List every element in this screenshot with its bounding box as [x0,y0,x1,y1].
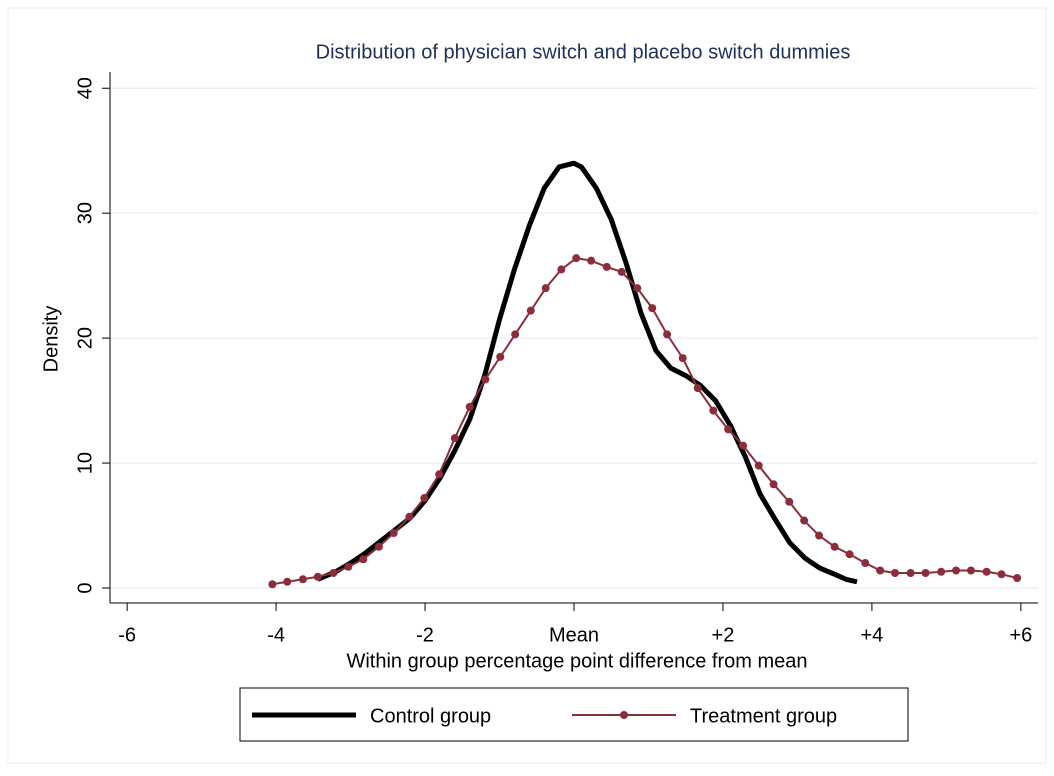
data-point [526,306,535,315]
data-point [450,434,459,443]
x-axis-label: Within group percentage point difference… [346,650,807,672]
data-point [815,531,824,540]
data-point [845,550,854,559]
data-point [678,354,687,363]
data-point [511,330,520,339]
data-point [663,330,672,339]
data-point [602,262,611,271]
data-point [359,555,368,564]
data-point [1013,574,1022,583]
data-point [937,567,946,576]
data-point [283,577,292,586]
data-point [952,566,961,575]
data-point [769,480,778,489]
x-tick-label: -2 [416,624,434,646]
data-point [693,384,702,393]
data-point [268,580,277,589]
data-point [861,559,870,568]
data-point [420,494,429,503]
data-point [541,284,550,293]
chart-title: Distribution of physician switch and pla… [316,41,851,63]
data-point [876,566,885,575]
data-point [344,562,353,571]
y-tick-label: 10 [74,452,96,474]
data-point [587,256,596,265]
data-point [557,265,566,274]
data-point [754,461,763,470]
data-point [435,470,444,479]
data-point [572,254,581,263]
data-point [481,375,490,384]
y-tick-label: 30 [74,202,96,224]
data-point [298,575,307,584]
data-point [709,406,718,415]
data-point [921,569,930,578]
data-point [329,569,338,578]
data-point [313,572,322,581]
data-point [906,569,915,578]
data-point [724,425,733,434]
y-tick-label: 40 [74,77,96,99]
data-point [496,352,505,361]
data-point [982,567,991,576]
legend-label: Treatment group [690,705,837,727]
data-point [617,267,626,276]
data-point [800,516,809,525]
y-tick-label: 20 [74,327,96,349]
y-tick-label: 0 [74,582,96,593]
data-point [830,542,839,551]
x-tick-label: -4 [267,624,285,646]
x-tick-label: +2 [712,624,735,646]
chart-frame [7,7,1047,764]
data-point [374,542,383,551]
data-point [633,284,642,293]
x-tick-label: Mean [549,624,599,646]
data-point [966,566,975,575]
x-tick-label: -6 [118,624,136,646]
data-point [739,441,748,450]
data-point [785,497,794,506]
data-point [389,529,398,538]
y-axis-label: Density [40,306,62,373]
legend-label: Control group [370,705,491,727]
data-point [465,402,474,411]
data-point [648,304,657,313]
x-tick-label: +6 [1009,624,1032,646]
x-tick-label: +4 [861,624,884,646]
data-point [891,569,900,578]
data-point [997,570,1006,579]
data-point [405,512,414,521]
legend-marker [620,711,628,719]
